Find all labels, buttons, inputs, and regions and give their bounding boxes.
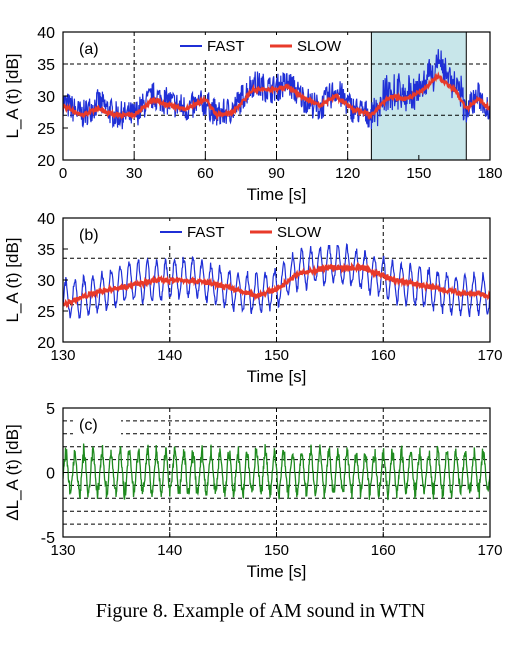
series-group — [63, 242, 490, 319]
series-group — [63, 443, 490, 501]
x-tick-label: 90 — [268, 165, 285, 182]
x-tick-label: 130 — [50, 542, 75, 559]
panel-label-box — [73, 36, 109, 60]
legend-slow-label: SLOW — [297, 38, 342, 55]
panel-label: (c) — [79, 417, 98, 434]
x-tick-label: 170 — [477, 347, 502, 364]
y-tick-label: 20 — [37, 153, 55, 170]
y-tick-label: 40 — [37, 25, 55, 42]
x-tick-label: 160 — [371, 347, 396, 364]
y-tick-label: 25 — [37, 304, 55, 321]
y-tick-label: 40 — [37, 211, 55, 228]
legend-box — [154, 221, 339, 245]
panel-label-box — [73, 222, 109, 246]
figure-caption: Figure 8. Example of AM sound in WTN — [95, 600, 426, 622]
legend-slow-label: SLOW — [277, 224, 322, 241]
panel-label-box — [73, 412, 121, 436]
legend-box — [174, 35, 359, 59]
y-axis-label: ΔL_A (t) [dB] — [3, 424, 22, 520]
y-tick-label: 25 — [37, 121, 55, 138]
x-tick-label: 120 — [335, 165, 360, 182]
x-tick-label: 170 — [477, 542, 502, 559]
x-tick-label: 160 — [371, 542, 396, 559]
series-slow-line — [63, 71, 490, 121]
y-tick-label: 35 — [37, 242, 55, 259]
series-slow-line — [63, 261, 490, 309]
series-fast-line — [63, 242, 490, 319]
legend-fast-label: FAST — [207, 38, 245, 55]
y-axis-label: L_A (t) [dB] — [3, 53, 22, 138]
x-axis-label: Time [s] — [247, 562, 307, 581]
x-axis-label: Time [s] — [247, 367, 307, 386]
y-axis-label: L_A (t) [dB] — [3, 237, 22, 322]
x-axis-label: Time [s] — [247, 185, 307, 204]
x-tick-label: 180 — [477, 165, 502, 182]
y-tick-label: 5 — [46, 401, 55, 418]
x-tick-label: 60 — [197, 165, 214, 182]
x-tick-label: 140 — [157, 542, 182, 559]
y-tick-label: 30 — [37, 273, 55, 290]
chart-panel-3: 130 140 150 160 170 -5 0 5 Time [s] ΔL_A (t) [dB]… — [3, 401, 503, 581]
x-tick-label: 130 — [50, 347, 75, 364]
chart-panel-2: 130 140 150 160 170 20 25 30 35 40 Time [s] L_A (t)… — [3, 211, 503, 386]
panel-label: (b) — [79, 227, 99, 244]
y-tick-label: 20 — [37, 335, 55, 352]
y-tick-label: 35 — [37, 57, 55, 74]
series-fast-line — [63, 49, 490, 130]
x-tick-label: 150 — [264, 347, 289, 364]
x-tick-label: 140 — [157, 347, 182, 364]
figure: 0 30 60 90 120 150 180 20 25 30 35 40 Time [s] L_A (t… — [3, 25, 503, 581]
x-tick-label: 30 — [126, 165, 143, 182]
chart-panel-1: 0 30 60 90 120 150 180 20 25 30 35 40 Time [s] L_A (t… — [3, 25, 503, 204]
x-tick-label: 0 — [59, 165, 67, 182]
x-tick-label: 150 — [406, 165, 431, 182]
series-delta-line — [63, 443, 490, 501]
y-tick-label: -5 — [41, 530, 55, 547]
y-tick-label: 0 — [46, 466, 55, 483]
legend-fast-label: FAST — [187, 224, 225, 241]
x-tick-label: 150 — [264, 542, 289, 559]
series-group — [63, 49, 490, 130]
panel-label: (a) — [79, 41, 99, 58]
y-tick-label: 30 — [37, 89, 55, 106]
